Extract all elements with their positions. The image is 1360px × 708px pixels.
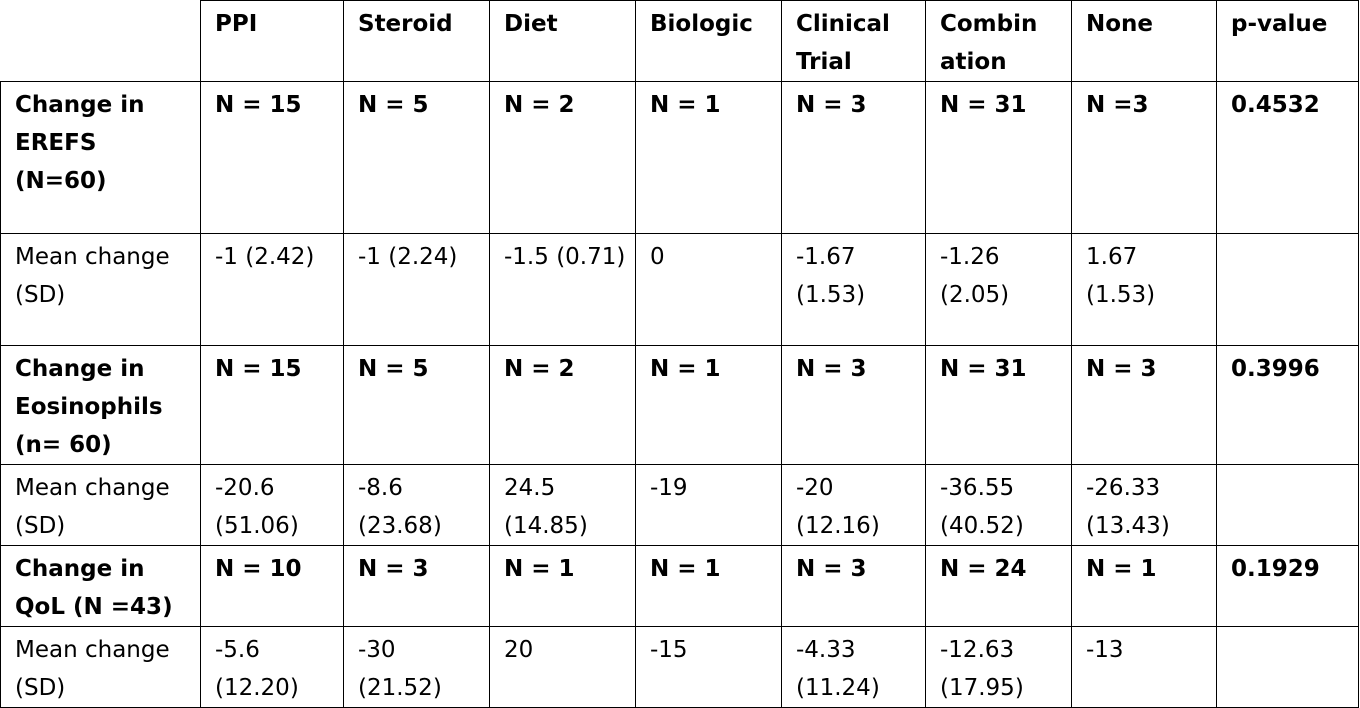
row-label: Change in EREFS (N=60)	[0, 81, 201, 234]
row-label: Mean change (SD)	[0, 464, 201, 546]
table-cell: 20	[489, 626, 636, 708]
table-cell: N = 31	[925, 345, 1072, 465]
table-cell: -8.6 (23.68)	[343, 464, 490, 546]
table-cell: N = 2	[489, 81, 636, 234]
row-label: Mean change (SD)	[0, 233, 201, 346]
table-cell: -1 (2.42)	[200, 233, 344, 346]
header-cell-none: None	[1071, 0, 1217, 82]
table-cell: N = 1	[1071, 545, 1217, 627]
table-cell: N =3	[1071, 81, 1217, 234]
table-cell	[1216, 233, 1359, 346]
table-cell: 1.67 (1.53)	[1071, 233, 1217, 346]
table-cell: -26.33 (13.43)	[1071, 464, 1217, 546]
table-cell: N = 5	[343, 81, 490, 234]
row-label: Change in QoL (N =43)	[0, 545, 201, 627]
table-cell: -20 (12.16)	[781, 464, 926, 546]
table-cell: -36.55 (40.52)	[925, 464, 1072, 546]
row-label: Change in Eosinophils (n= 60)	[0, 345, 201, 465]
table-cell: -30 (21.52)	[343, 626, 490, 708]
table-cell: -1.26 (2.05)	[925, 233, 1072, 346]
table-cell: N = 1	[635, 545, 782, 627]
table-cell: N = 3	[781, 345, 926, 465]
table-cell: -12.63 (17.95)	[925, 626, 1072, 708]
table-cell	[1216, 626, 1359, 708]
table-cell: -4.33 (11.24)	[781, 626, 926, 708]
table-cell: N = 3	[343, 545, 490, 627]
table-row-erefs-mean: Mean change (SD) -1 (2.42) -1 (2.24) -1.…	[0, 233, 1359, 346]
table-cell: 0	[635, 233, 782, 346]
table-cell: -19	[635, 464, 782, 546]
table-cell: N = 3	[781, 81, 926, 234]
p-value-cell: 0.1929	[1216, 545, 1359, 627]
table-cell	[1216, 464, 1359, 546]
table-cell: N = 24	[925, 545, 1072, 627]
header-cell-diet: Diet	[489, 0, 636, 82]
header-cell-clinical-trial: Clinical Trial	[781, 0, 926, 82]
table-row-qol: Change in QoL (N =43) N = 10 N = 3 N = 1…	[0, 545, 1359, 627]
table-cell: -20.6 (51.06)	[200, 464, 344, 546]
p-value-cell: 0.4532	[1216, 81, 1359, 234]
table-cell: N = 1	[635, 81, 782, 234]
table-cell: N = 15	[200, 81, 344, 234]
table-cell: N = 5	[343, 345, 490, 465]
table-cell: N = 31	[925, 81, 1072, 234]
p-value-cell: 0.3996	[1216, 345, 1359, 465]
header-cell-steroid: Steroid	[343, 0, 490, 82]
header-cell-empty	[0, 0, 201, 82]
header-cell-p-value: p-value	[1216, 0, 1359, 82]
table-cell: 24.5 (14.85)	[489, 464, 636, 546]
table-cell: -1 (2.24)	[343, 233, 490, 346]
header-cell-combination: Combin ation	[925, 0, 1072, 82]
table-cell: N = 2	[489, 345, 636, 465]
table-cell: N = 1	[489, 545, 636, 627]
table-cell: -15	[635, 626, 782, 708]
table-cell: -1.67 (1.53)	[781, 233, 926, 346]
table-cell: N = 3	[781, 545, 926, 627]
table-cell: N = 10	[200, 545, 344, 627]
header-cell-biologic: Biologic	[635, 0, 782, 82]
header-cell-ppi: PPI	[200, 0, 344, 82]
table-cell: N = 15	[200, 345, 344, 465]
table-row-eosinophils-mean: Mean change (SD) -20.6 (51.06) -8.6 (23.…	[0, 464, 1359, 546]
table-row-eosinophils: Change in Eosinophils (n= 60) N = 15 N =…	[0, 345, 1359, 465]
table-row-qol-mean: Mean change (SD) -5.6 (12.20) -30 (21.52…	[0, 626, 1359, 708]
table-cell: -1.5 (0.71)	[489, 233, 636, 346]
table-cell: N = 3	[1071, 345, 1217, 465]
table-header-row: PPI Steroid Diet Biologic Clinical Trial…	[0, 0, 1359, 82]
table-row-erefs: Change in EREFS (N=60) N = 15 N = 5 N = …	[0, 81, 1359, 234]
table-cell: -13	[1071, 626, 1217, 708]
row-label: Mean change (SD)	[0, 626, 201, 708]
table-cell: -5.6 (12.20)	[200, 626, 344, 708]
table-cell: N = 1	[635, 345, 782, 465]
